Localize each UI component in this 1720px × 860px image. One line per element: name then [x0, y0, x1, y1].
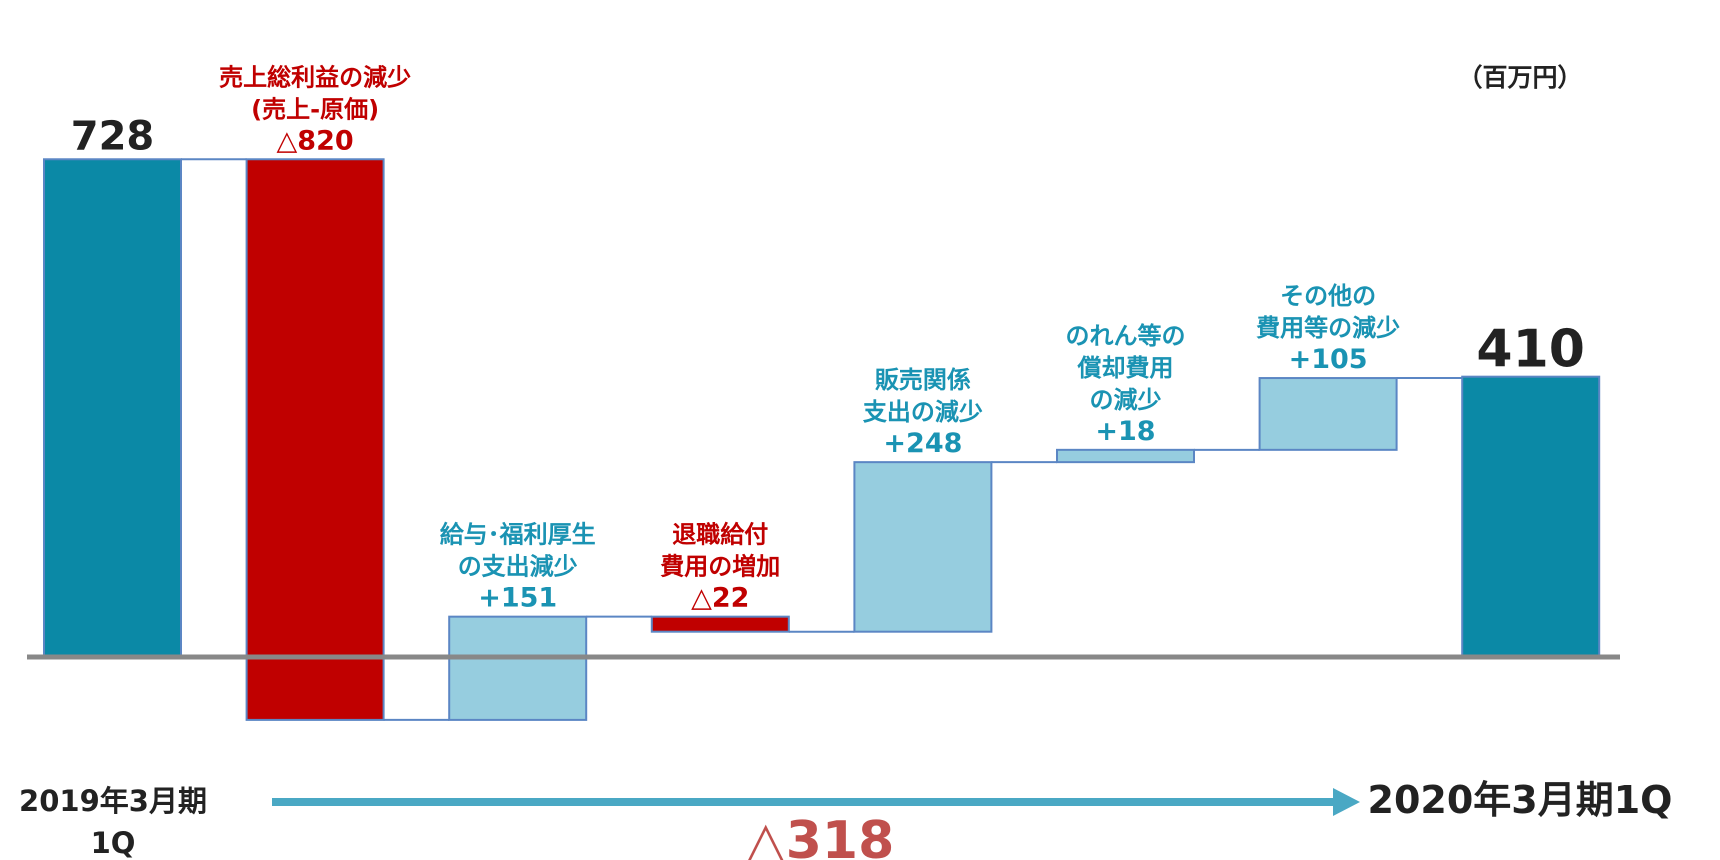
increase-bar [448, 615, 588, 721]
total-value-label: 410 [1476, 320, 1585, 380]
bar-category-label: 販売関係 [875, 366, 971, 394]
total-change-label: △318 [746, 811, 895, 860]
period-arrow-head [1333, 788, 1360, 816]
increase-bar [1258, 377, 1398, 451]
total-bar [43, 158, 182, 659]
bar-category-label: その他の [1280, 282, 1376, 310]
decrease-bar [650, 615, 790, 633]
decrease-bar [245, 158, 385, 721]
bar-category-label: (売上-原価) [251, 95, 379, 123]
increase-bar [853, 461, 993, 633]
bar-category-label: 費用の増加 [660, 553, 780, 581]
bar-category-label: 償却費用 [1077, 354, 1174, 382]
bar-category-label: の減少 [1090, 386, 1162, 414]
bar-value-label: △22 [691, 583, 749, 614]
bar-category-label: 支出の減少 [863, 398, 983, 426]
period-end-label: 2020年3月期1Q [1368, 778, 1673, 822]
bar-value-label: +151 [478, 583, 557, 614]
bar-value-label: △820 [277, 125, 354, 156]
total-bar [1461, 375, 1601, 658]
bar-value-label: +18 [1095, 416, 1155, 447]
period-start-label: 2019年3月期 [19, 784, 207, 818]
bar-category-label: 費用等の減少 [1256, 314, 1400, 342]
period-start-label: 1Q [91, 826, 136, 860]
bar-category-label: の支出減少 [458, 553, 578, 581]
bar-category-label: 退職給付 [672, 521, 768, 549]
total-value-label: 728 [71, 113, 155, 159]
bar-category-label: のれん等の [1066, 322, 1186, 350]
unit-label: （百万円） [1457, 63, 1582, 92]
bar-category-label: 給与･福利厚生 [440, 521, 596, 549]
bar-value-label: +105 [1289, 344, 1368, 375]
bar-category-label: 売上総利益の減少 [219, 63, 411, 91]
increase-bar [1056, 448, 1195, 464]
bar-value-label: +248 [883, 428, 962, 459]
